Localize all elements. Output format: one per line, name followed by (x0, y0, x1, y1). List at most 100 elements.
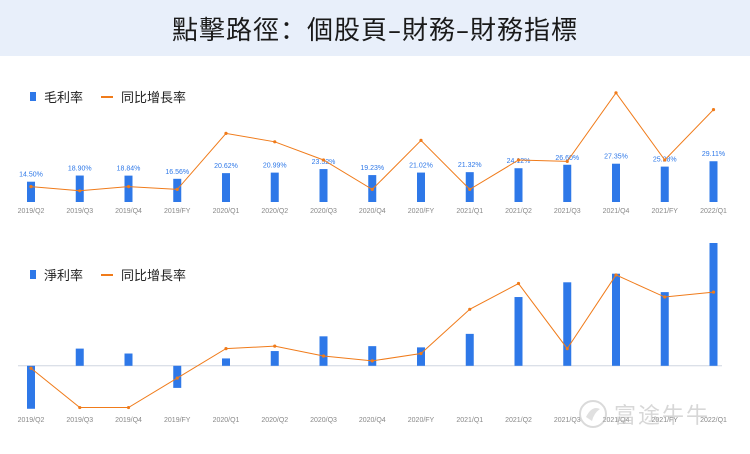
legend-label-net-margin: 淨利率 (44, 269, 84, 284)
gross-yoy-point (711, 108, 716, 112)
net-bar-2019/Q2 (27, 365, 35, 409)
watermark-text: 富途牛牛 (614, 404, 711, 429)
gross-tick-label: 2020/Q3 (310, 208, 337, 215)
legend-line-swatch (101, 273, 114, 276)
net-yoy-point (78, 405, 82, 410)
gross-data-label: 14.50% (19, 172, 43, 179)
net-tick-label: 2020/FY (408, 417, 435, 424)
gross-yoy-point (29, 185, 33, 189)
net-bar-2021/Q1 (465, 333, 474, 366)
net-yoy-point (614, 273, 618, 277)
net-tick-label: 2021/Q1 (456, 417, 483, 424)
gross-bar-2019/Q4 (124, 175, 133, 202)
net-tick-label: 2021/Q3 (554, 417, 581, 424)
net-tick-label: 2022/Q1 (700, 417, 727, 424)
net-yoy-point (711, 290, 716, 294)
net-bar-2019/Q3 (75, 348, 84, 366)
gross-bar-2021/Q3 (563, 164, 572, 202)
net-bar-2021/Q4 (612, 273, 620, 366)
net-yoy-point (224, 347, 228, 351)
page-title: 點擊路徑：個股頁–財務–財務指標 (171, 15, 578, 46)
gross-data-label: 16.56% (165, 169, 189, 176)
gross-tick-label: 2021/FY (652, 208, 679, 215)
legend-line-swatch (101, 95, 114, 98)
futu-logo-icon (579, 400, 607, 428)
gross-yoy-point (175, 187, 179, 191)
gross-yoy-point (468, 187, 472, 191)
gross-tick-label: 2021/Q1 (456, 208, 483, 215)
net-yoy-point (663, 295, 667, 299)
net-yoy-point (370, 359, 374, 363)
gross-yoy-point (126, 185, 131, 189)
net-bar-2020/Q3 (319, 336, 328, 366)
legend-label-yoy: 同比增長率 (121, 269, 187, 284)
net-bar-2021/FY (660, 292, 669, 366)
gross-bar-2021/Q2 (514, 168, 523, 202)
gross-bar-2021/Q1 (465, 172, 474, 202)
net-yoy-point (419, 351, 423, 356)
net-tick-label: 2021/Q4 (603, 417, 630, 424)
net-yoy-point (321, 354, 326, 358)
gross-tick-label: 2020/Q4 (359, 208, 386, 215)
gross-data-label: 24.12% (507, 158, 531, 165)
gross-bar-2020/Q3 (319, 169, 328, 202)
net-tick-label: 2021/FY (652, 417, 679, 424)
gross-tick-label: 2019/Q3 (66, 208, 93, 215)
net-tick-label: 2021/Q2 (505, 417, 532, 424)
net-yoy-point (516, 281, 521, 286)
gross-tick-label: 2019/FY (164, 208, 191, 215)
gross-bar-2020/FY (417, 172, 425, 202)
gross-tick-label: 2020/Q1 (213, 208, 240, 215)
net-tick-label: 2020/Q1 (213, 417, 240, 424)
gross-yoy-point (565, 159, 569, 163)
net-tick-label: 2020/Q2 (261, 417, 288, 424)
net-tick-label: 2019/Q3 (66, 417, 93, 424)
gross-bar-2021/FY (660, 166, 669, 202)
net-yoy-point (29, 366, 33, 370)
gross-data-label: 21.02% (409, 163, 433, 170)
legend-bar-swatch (30, 92, 36, 101)
gross-yoy-point (614, 91, 618, 95)
gross-tick-label: 2022/Q1 (700, 208, 727, 215)
net-yoy-line (30, 274, 714, 409)
gross-tick-label: 2019/Q2 (18, 208, 45, 215)
gross-bar-2019/Q3 (75, 175, 84, 202)
gross-yoy-point (370, 187, 374, 191)
gross-yoy-point (321, 158, 326, 162)
legend-label-yoy: 同比增長率 (121, 91, 187, 106)
gross-tick-label: 2020/Q2 (261, 208, 288, 215)
net-bar-2021/Q2 (514, 297, 523, 366)
gross-data-label: 20.99% (263, 163, 287, 170)
net-tick-label: 2020/Q3 (310, 417, 337, 424)
gross-tick-label: 2019/Q4 (115, 208, 142, 215)
gross-yoy-point (224, 131, 228, 135)
gross-data-label: 23.52% (312, 159, 336, 166)
gross-tick-label: 2021/Q3 (554, 208, 581, 215)
net-bar-2020/Q1 (222, 358, 230, 366)
net-tick-label: 2019/FY (164, 417, 191, 424)
gross-data-label: 26.60% (555, 155, 579, 162)
legend-label-gross-margin: 毛利率 (44, 91, 84, 106)
gross-data-label: 19.23% (360, 165, 384, 172)
gross-bar-2019/Q2 (27, 181, 35, 202)
net-yoy-point (273, 344, 277, 348)
header-bar: 點擊路徑：個股頁–財務–財務指標 (0, 0, 750, 56)
net-yoy-point (126, 405, 131, 410)
net-tick-label: 2019/Q4 (115, 417, 142, 424)
gross-yoy-point (516, 158, 521, 162)
watermark: 富途牛牛 (578, 398, 710, 430)
gross-yoy-point (273, 140, 277, 144)
gross-data-label: 20.62% (214, 163, 238, 170)
net-bar-2021/Q3 (563, 282, 572, 366)
gross-data-label: 21.32% (458, 162, 482, 169)
gross-yoy-point (78, 189, 82, 193)
gross-bar-2022/Q1 (709, 161, 718, 202)
gross-data-label: 18.90% (68, 166, 92, 173)
gross-tick-label: 2020/FY (408, 208, 435, 215)
net-tick-label: 2019/Q2 (18, 417, 45, 424)
gross-bar-2020/Q2 (270, 172, 279, 202)
net-bar-2020/FY (417, 347, 425, 366)
gross-yoy-point (419, 138, 423, 142)
gross-data-label: 29.11% (702, 151, 725, 158)
gross-bar-2021/Q4 (612, 163, 620, 202)
